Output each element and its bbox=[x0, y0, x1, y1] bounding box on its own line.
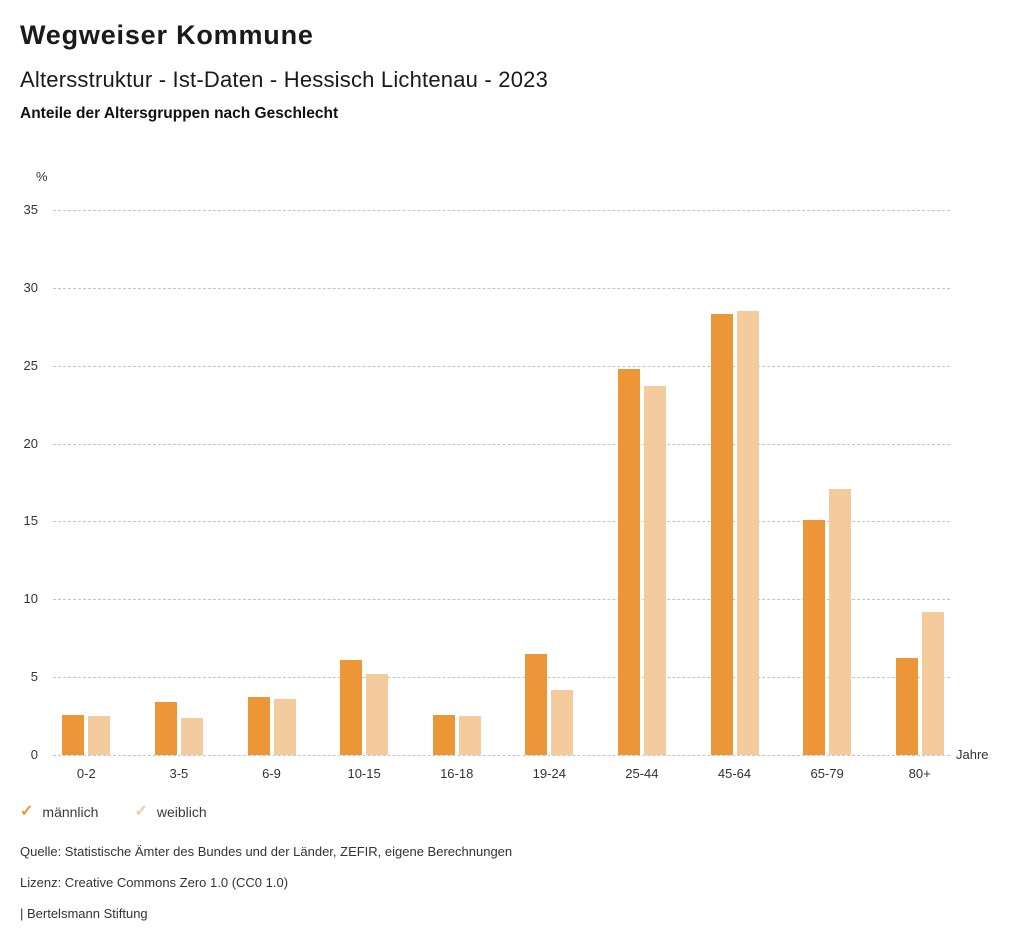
bar-weiblich-6-9[interactable] bbox=[273, 698, 296, 755]
bar-weiblich-16-18[interactable] bbox=[458, 716, 481, 755]
legend-label: weiblich bbox=[156, 804, 207, 820]
y-tick-label-25: 25 bbox=[23, 357, 38, 373]
x-axis-unit-label: Jahre bbox=[956, 747, 989, 762]
attribution-note: | Bertelsmann Stiftung bbox=[20, 906, 148, 921]
bar-weiblich-0-2[interactable] bbox=[88, 716, 111, 755]
bar-männlich-0-2[interactable] bbox=[62, 714, 85, 755]
page-title: Wegweiser Kommune bbox=[20, 20, 314, 50]
y-axis-unit-label: % bbox=[36, 169, 48, 184]
x-tick-label-10-15: 10-15 bbox=[347, 766, 381, 781]
source-note: Quelle: Statistische Ämter des Bundes un… bbox=[20, 844, 513, 859]
y-tick-label-10: 10 bbox=[23, 591, 38, 607]
license-note: Lizenz: Creative Commons Zero 1.0 (CC0 1… bbox=[20, 875, 289, 890]
gridline-15 bbox=[53, 521, 950, 523]
x-tick-label-65-79: 65-79 bbox=[810, 766, 844, 781]
legend-item-männlich[interactable]: ✓ männlich bbox=[20, 803, 98, 821]
bar-weiblich-45-64[interactable] bbox=[736, 311, 759, 755]
y-tick-label-5: 5 bbox=[30, 669, 38, 685]
x-tick-label-6-9: 6-9 bbox=[262, 766, 281, 781]
y-tick-label-20: 20 bbox=[23, 435, 38, 451]
x-tick-label-0-2: 0-2 bbox=[76, 766, 96, 781]
x-tick-label-25-44: 25-44 bbox=[625, 766, 659, 781]
y-tick-label-30: 30 bbox=[23, 279, 38, 295]
chart-legend: ✓ männlich ✓ weiblich bbox=[20, 803, 207, 821]
gridline-30 bbox=[53, 287, 950, 289]
bar-männlich-6-9[interactable] bbox=[247, 697, 270, 755]
bar-männlich-45-64[interactable] bbox=[710, 314, 733, 755]
gridline-35 bbox=[53, 210, 950, 211]
x-tick-label-3-5: 3-5 bbox=[169, 766, 189, 781]
legend-label: männlich bbox=[42, 804, 99, 820]
bar-männlich-80+[interactable] bbox=[895, 658, 918, 755]
legend-item-weiblich[interactable]: ✓ weiblich bbox=[134, 803, 206, 821]
gridline-5 bbox=[53, 677, 950, 679]
x-tick-label-45-64: 45-64 bbox=[717, 766, 752, 781]
bar-männlich-3-5[interactable] bbox=[154, 702, 177, 755]
bar-weiblich-80+[interactable] bbox=[921, 611, 944, 755]
bar-weiblich-3-5[interactable] bbox=[180, 717, 203, 755]
chart-title: Altersstruktur - Ist-Daten - Hessisch Li… bbox=[20, 67, 549, 92]
bar-männlich-65-79[interactable] bbox=[803, 519, 826, 755]
x-tick-label-19-24: 19-24 bbox=[532, 766, 566, 781]
bar-männlich-19-24[interactable] bbox=[525, 653, 548, 755]
gridline-0 bbox=[53, 755, 950, 756]
check-icon: ✓ bbox=[20, 803, 34, 820]
y-tick-label-0: 0 bbox=[30, 747, 38, 762]
x-tick-label-80+: 80+ bbox=[908, 766, 931, 781]
bar-weiblich-19-24[interactable] bbox=[551, 689, 574, 755]
bar-weiblich-65-79[interactable] bbox=[829, 488, 852, 755]
bar-männlich-16-18[interactable] bbox=[432, 714, 455, 755]
y-tick-label-15: 15 bbox=[23, 513, 38, 529]
x-tick-label-16-18: 16-18 bbox=[440, 766, 474, 781]
bar-weiblich-25-44[interactable] bbox=[643, 385, 666, 755]
gridline-25 bbox=[53, 365, 950, 367]
gridline-10 bbox=[53, 599, 950, 601]
bar-weiblich-10-15[interactable] bbox=[366, 674, 389, 755]
bar-männlich-10-15[interactable] bbox=[340, 660, 363, 755]
chart-subtitle: Anteile der Altersgruppen nach Geschlech… bbox=[20, 105, 339, 122]
gridline-20 bbox=[53, 443, 950, 445]
y-tick-label-35: 35 bbox=[23, 202, 38, 217]
bar-männlich-25-44[interactable] bbox=[617, 368, 640, 755]
check-icon: ✓ bbox=[134, 803, 148, 820]
